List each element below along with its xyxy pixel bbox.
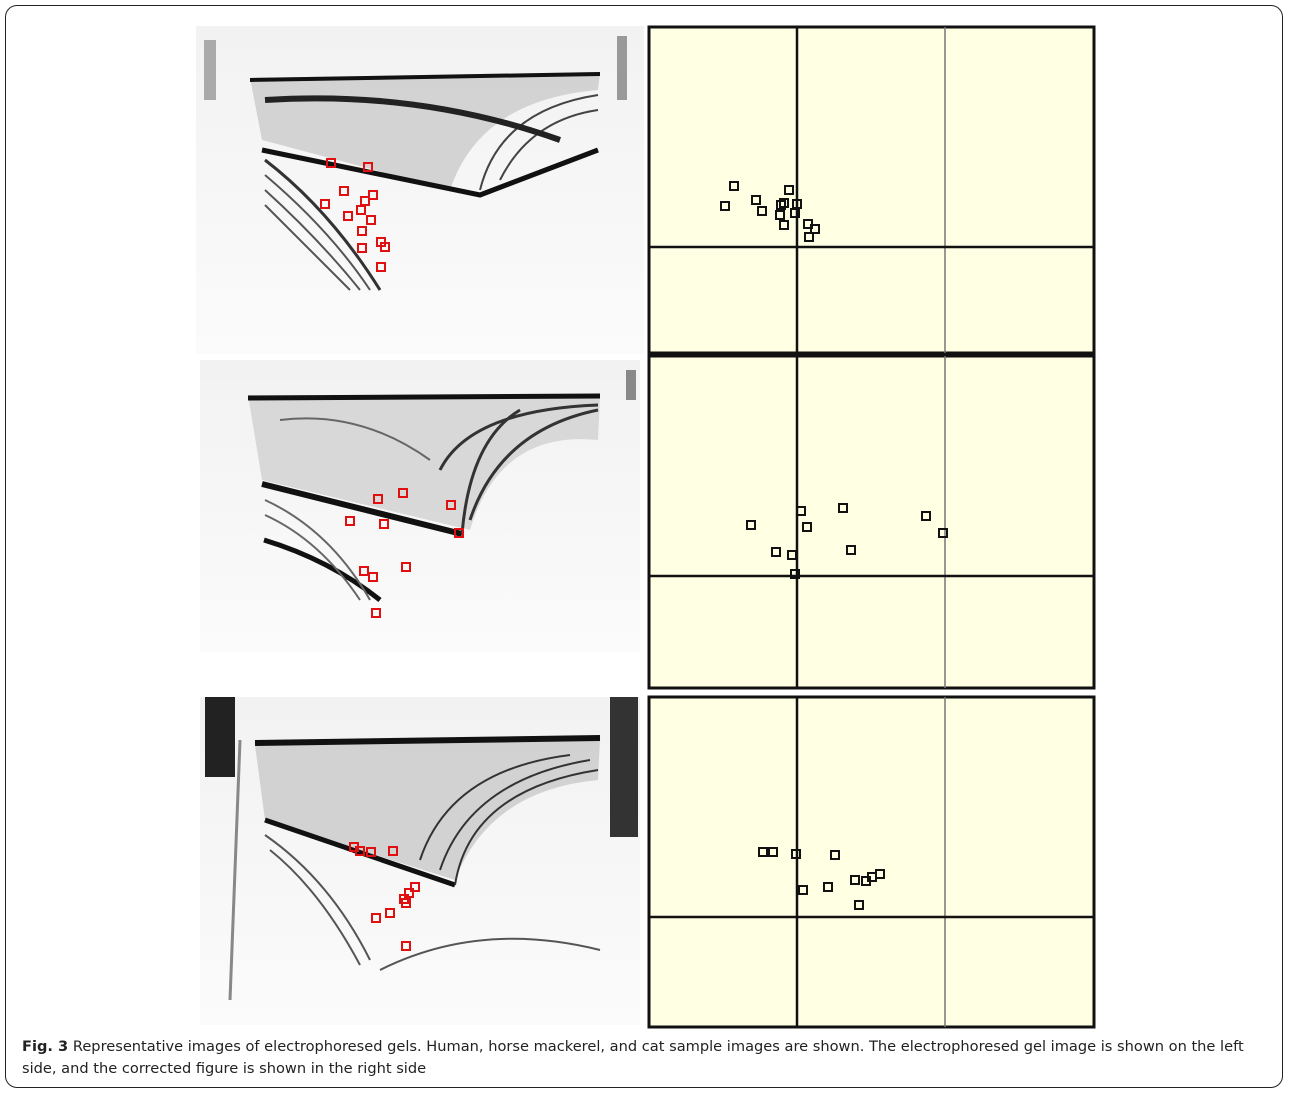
plot-panel bbox=[649, 27, 1094, 353]
plot-panel bbox=[649, 356, 1094, 688]
gel-edge bbox=[626, 370, 636, 400]
page: Fig. 3 Representative images of electrop… bbox=[0, 0, 1290, 1094]
plot-background bbox=[649, 356, 1094, 688]
gel-band bbox=[248, 396, 600, 398]
gel-panel bbox=[200, 697, 640, 1025]
gel-edge bbox=[610, 697, 638, 837]
gel-panel bbox=[196, 26, 644, 354]
figure-image bbox=[0, 0, 1290, 1030]
gel-edge bbox=[204, 40, 216, 100]
plot-background bbox=[649, 697, 1094, 1027]
gel-panel bbox=[200, 360, 640, 652]
gel-edge bbox=[617, 36, 627, 100]
plot-panel bbox=[649, 697, 1094, 1027]
caption-text: Representative images of electrophoresed… bbox=[22, 1038, 1244, 1077]
plot-background bbox=[649, 27, 1094, 353]
figure-label: Fig. 3 bbox=[22, 1038, 68, 1055]
figure-caption: Fig. 3 Representative images of electrop… bbox=[22, 1036, 1272, 1080]
gel-edge bbox=[205, 697, 235, 777]
